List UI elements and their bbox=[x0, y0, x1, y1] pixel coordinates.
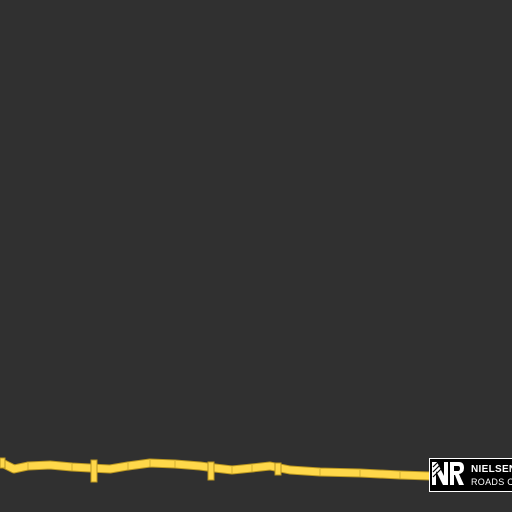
logo-subtitle-text: ROADS C bbox=[471, 477, 512, 487]
interchange-marker bbox=[90, 459, 98, 483]
nielsen-roads-logo: NIELSEN ROADS C bbox=[429, 458, 512, 492]
interchange-marker bbox=[207, 461, 215, 481]
interchange-marker bbox=[0, 457, 6, 469]
nr-monogram-icon bbox=[432, 460, 464, 485]
road-segment-ticks bbox=[27, 460, 401, 479]
road-layer bbox=[0, 457, 512, 483]
logo-brand-text: NIELSEN bbox=[471, 464, 512, 475]
interchange-marker bbox=[274, 462, 282, 476]
highway-road bbox=[0, 458, 512, 481]
